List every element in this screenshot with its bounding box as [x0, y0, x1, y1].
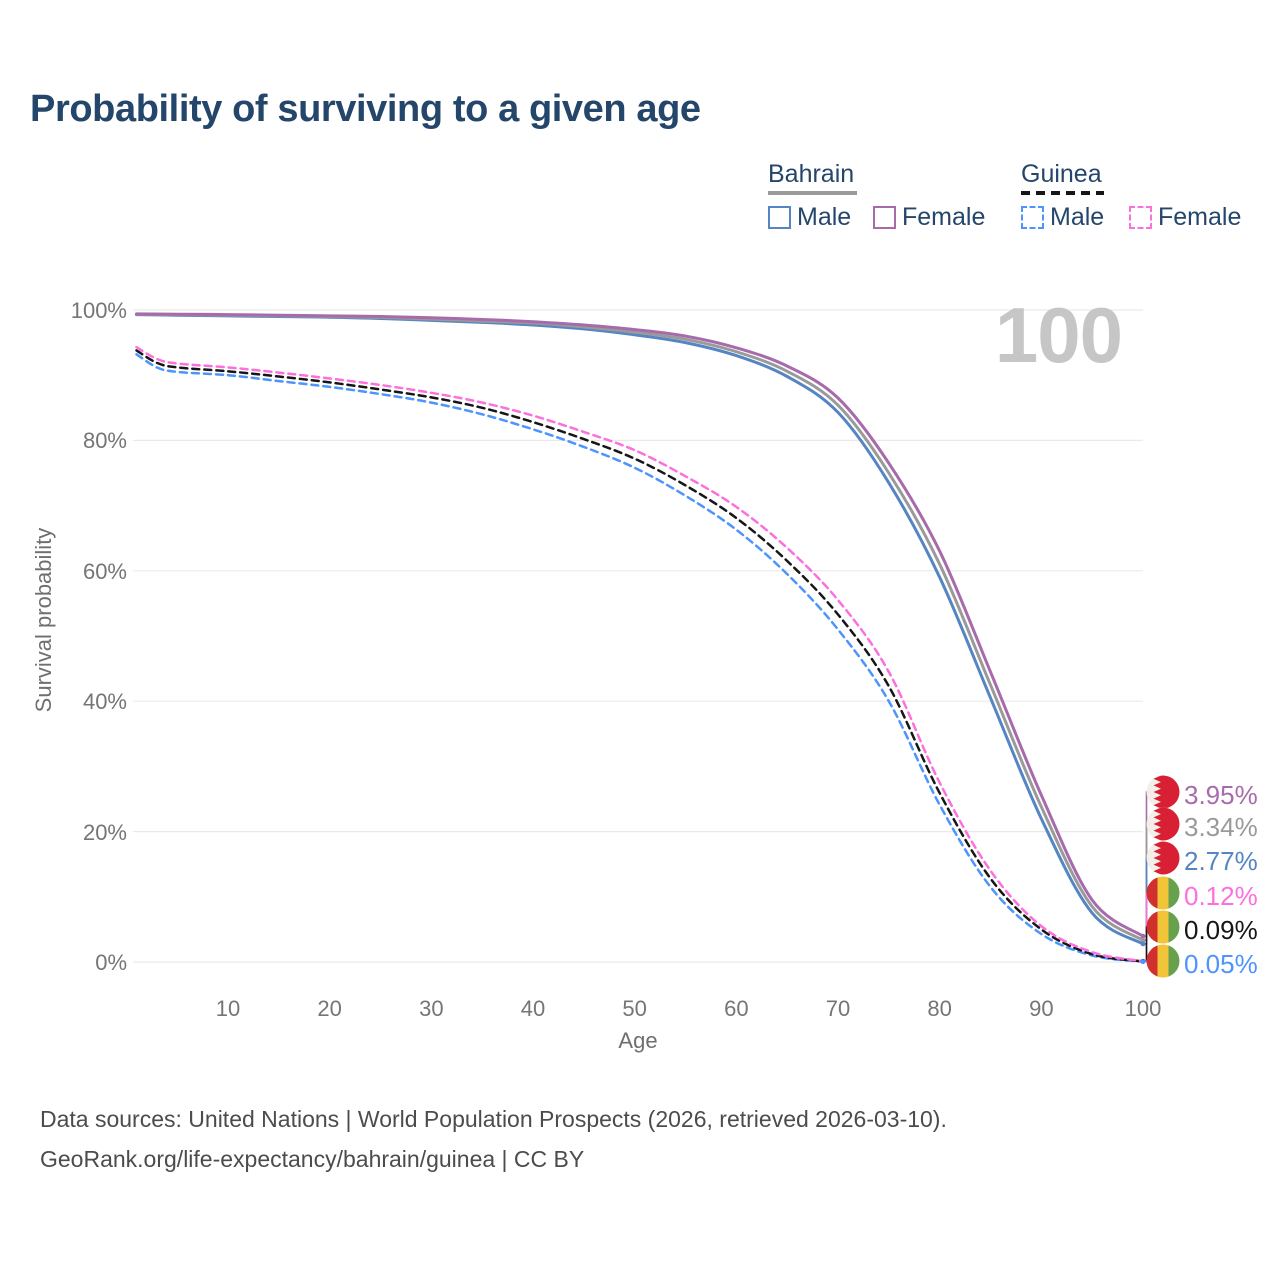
data-sources-text: Data sources: United Nations | World Pop…: [40, 1106, 947, 1132]
end-value-label: 2.77%: [1184, 846, 1258, 876]
y-tick-label: 0%: [95, 950, 127, 975]
bahrain-flag-icon: [1146, 775, 1180, 809]
guinea-flag-icon: [1146, 910, 1180, 944]
x-tick-label: 40: [520, 996, 546, 1021]
x-tick-label: 70: [825, 996, 851, 1021]
end-value-label: 3.34%: [1184, 812, 1258, 842]
legend-group-bahrain-header[interactable]: Bahrain: [768, 160, 855, 188]
series-line-guinea-female[interactable]: [135, 345, 1145, 963]
x-tick-label: 90: [1029, 996, 1054, 1021]
x-tick-label: 10: [215, 996, 241, 1021]
x-tick-label: 60: [724, 996, 749, 1021]
legend-group-guinea-header[interactable]: Guinea: [1021, 160, 1102, 188]
legend-guinea-line-swatch: [1021, 191, 1104, 195]
y-tick-label: 40%: [82, 689, 127, 715]
end-value-label: 3.95%: [1184, 780, 1258, 810]
bahrain-male-swatch-icon: [768, 206, 791, 229]
x-tick-label: 100: [1124, 996, 1162, 1021]
flag-icons: [1146, 775, 1180, 978]
series-line-guinea-male[interactable]: [135, 353, 1145, 963]
y-tick-label: 60%: [82, 558, 127, 584]
x-axis-title: Age: [618, 1028, 658, 1053]
y-tick-label: 100%: [70, 298, 127, 323]
legend-item-guinea-male[interactable]: Male: [1021, 203, 1104, 232]
series-line-guinea-total[interactable]: [135, 349, 1145, 963]
series-line-bahrain-total[interactable]: [135, 312, 1145, 942]
legend-item-guinea-female[interactable]: Female: [1129, 203, 1241, 232]
bahrain-flag-icon: [1146, 807, 1180, 841]
end-value-label: 0.09%: [1184, 915, 1258, 945]
x-tick-label: 30: [419, 996, 444, 1021]
legend-item-bahrain-male[interactable]: Male: [768, 203, 851, 232]
series-line-bahrain-female[interactable]: [135, 312, 1145, 938]
legend-item-label: Female: [902, 203, 986, 231]
legend-bahrain-line-swatch: [768, 191, 857, 195]
legend-item-label: Male: [1050, 203, 1105, 231]
x-tick-label: 80: [927, 996, 952, 1021]
end-value-label: 0.05%: [1184, 949, 1258, 979]
attribution-link-text: GeoRank.org/life-expectancy/bahrain/guin…: [40, 1146, 585, 1172]
gridlines: [133, 309, 1143, 963]
x-tick-label: 50: [622, 996, 647, 1021]
series-lines: [135, 312, 1145, 963]
legend-item-label: Male: [797, 203, 852, 231]
guinea-flag-icon: [1146, 876, 1180, 910]
guinea-flag-icon: [1146, 944, 1180, 978]
x-tick-label: 20: [317, 996, 342, 1021]
page-title: Probability of surviving to a given age: [30, 88, 701, 130]
y-tick-label: 20%: [82, 819, 127, 845]
bahrain-female-swatch-icon: [873, 206, 896, 229]
legend-item-bahrain-female[interactable]: Female: [873, 203, 985, 232]
y-tick-label: 80%: [82, 428, 127, 454]
series-line-bahrain-male[interactable]: [135, 313, 1145, 946]
bahrain-flag-icon: [1146, 841, 1180, 875]
age-watermark: 100: [994, 291, 1123, 379]
guinea-male-swatch-icon: [1021, 206, 1044, 229]
end-value-label: 0.12%: [1184, 881, 1258, 911]
y-axis-title: Survival probability: [31, 527, 56, 713]
guinea-female-swatch-icon: [1129, 206, 1152, 229]
legend-item-label: Female: [1158, 203, 1242, 231]
